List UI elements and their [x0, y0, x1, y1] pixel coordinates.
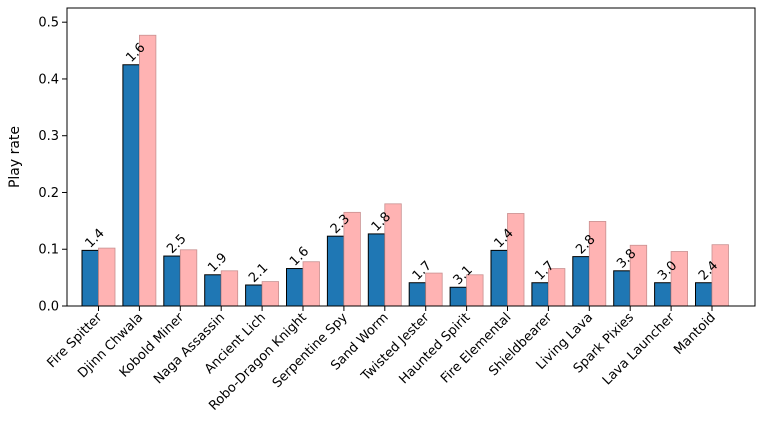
data-labels-layer: 1.41.62.51.9 2.11.62.3 1.81.7 3.11.41.72.83… [82, 40, 721, 288]
x-tick-label: Fire Elemental [438, 310, 514, 386]
bar-series-1 [326, 235, 345, 307]
y-axis-ticks: 0.0 0.1 0.2 0.3 0.4 0.5 [38, 16, 67, 315]
bar-series-1 [654, 282, 672, 307]
bars-layer [81, 34, 729, 307]
bar-series-2 [507, 213, 525, 307]
bar-series-1 [81, 249, 99, 307]
y-tick-label: 0.0 [38, 300, 59, 315]
y-axis-label: Play rate [7, 126, 23, 188]
bar-series-1 [245, 284, 263, 307]
y-tick-label: 0.4 [38, 72, 59, 87]
bar-series-1 [449, 286, 468, 307]
bar-series-1 [408, 282, 427, 307]
y-tick-label: 0.5 [38, 16, 59, 31]
bar-series-2 [425, 272, 443, 307]
bar-series-2 [179, 249, 198, 307]
bar-data-label: 1.4 [82, 226, 107, 251]
bar-series-2 [98, 247, 116, 307]
bar-series-2 [670, 251, 688, 307]
bar-series-2 [302, 261, 320, 307]
bar-series-1 [367, 233, 386, 307]
bar-series-1 [613, 270, 631, 307]
bar-series-2 [588, 221, 607, 307]
y-tick-label: 0.1 [38, 243, 59, 258]
bar-series-1 [572, 256, 590, 307]
bar-series-1 [163, 255, 181, 307]
bar-series-1 [122, 64, 140, 307]
bar-series-2 [138, 34, 157, 307]
bar-series-2 [220, 270, 239, 307]
bar-series-1 [286, 268, 304, 307]
x-tick-label: Naga Assassin [151, 310, 228, 387]
bar-series-1 [531, 282, 549, 307]
x-tick-label: Mantoid [671, 310, 719, 358]
x-tick-label: Lava Launcher [600, 310, 679, 389]
plot-area-frame [66, 7, 756, 307]
bar-series-1 [695, 282, 713, 307]
bar-series-1 [204, 274, 222, 307]
bar-series-2 [261, 281, 280, 307]
y-tick-label: 0.2 [38, 186, 59, 201]
bar-series-1 [490, 249, 508, 307]
x-tick-label: Serpentine Spy [270, 310, 351, 391]
y-tick-label: 0.3 [38, 129, 59, 144]
x-tick-label: Haunted Spirit [396, 310, 473, 387]
